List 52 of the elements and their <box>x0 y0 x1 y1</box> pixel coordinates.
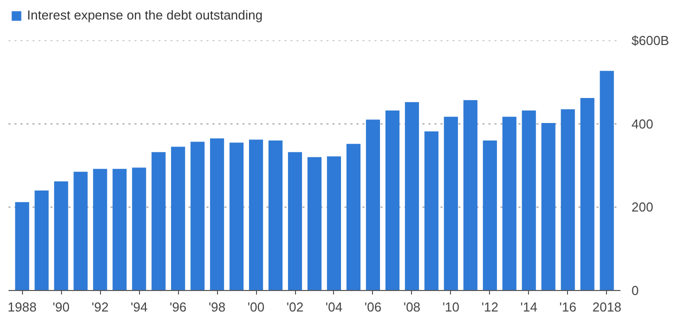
y-tick-label: 0 <box>632 283 639 298</box>
bar <box>152 152 166 290</box>
x-tick-label: '96 <box>170 300 187 314</box>
bar <box>366 120 380 290</box>
x-tick-label: '02 <box>286 300 304 314</box>
x-tick-label: '00 <box>248 300 265 314</box>
bar <box>560 109 575 290</box>
x-tick-label: '92 <box>92 300 109 314</box>
bar <box>580 98 594 290</box>
bar <box>600 70 614 290</box>
x-tick-label: '90 <box>52 300 70 314</box>
bar <box>34 190 49 290</box>
bar <box>346 144 360 290</box>
x-tick-label: '04 <box>326 300 342 314</box>
bar <box>171 146 186 290</box>
bar <box>424 131 438 290</box>
bar <box>522 110 536 290</box>
y-tick-label: 200 <box>632 200 654 215</box>
x-tick-label: '06 <box>364 300 382 314</box>
x-tick-label: '12 <box>481 300 498 314</box>
x-tick-label: '16 <box>559 300 576 314</box>
bar <box>307 157 322 290</box>
bar <box>190 142 205 290</box>
bar <box>288 152 302 290</box>
legend-label: Interest expense on the debt outstanding <box>27 8 263 22</box>
bar <box>268 140 283 290</box>
bar <box>230 142 244 290</box>
bar <box>15 202 30 290</box>
bar <box>112 168 127 290</box>
bar <box>541 123 556 290</box>
x-tick-label: 1988 <box>8 300 37 314</box>
x-tick-label: '98 <box>208 300 226 314</box>
x-tick-label: '10 <box>442 300 460 314</box>
bar <box>404 102 419 290</box>
bar <box>482 140 497 290</box>
bar <box>132 168 146 290</box>
bar <box>74 172 88 290</box>
x-tick-label: 2018 <box>592 300 622 314</box>
y-tick-label: 400 <box>632 116 654 132</box>
bar <box>210 138 224 290</box>
bar <box>326 156 342 290</box>
x-tick-label: '08 <box>403 300 420 314</box>
bar <box>249 140 264 290</box>
bar <box>385 110 400 290</box>
x-tick-label: '14 <box>520 300 538 314</box>
bar <box>463 100 478 290</box>
bar <box>502 116 516 290</box>
bar <box>93 168 108 290</box>
x-tick-label: '94 <box>130 300 148 314</box>
bar <box>54 181 68 290</box>
y-tick-label: $600B <box>632 33 670 48</box>
bar <box>444 116 458 290</box>
